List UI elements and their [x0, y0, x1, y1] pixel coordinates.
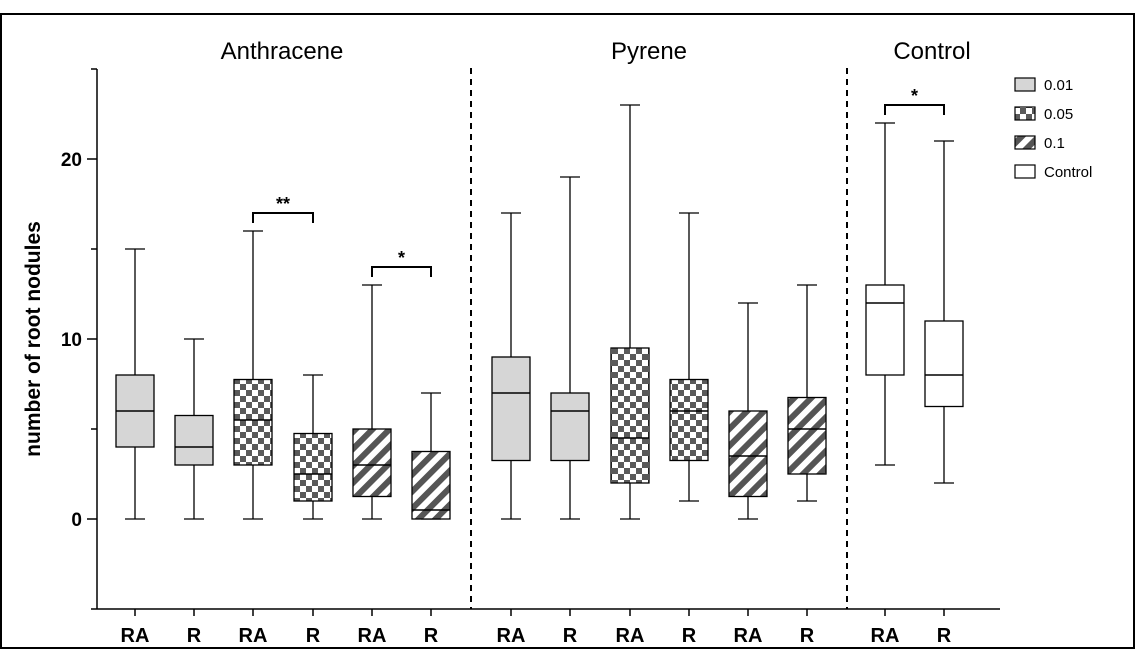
significance-label: *	[911, 86, 918, 106]
legend-item-control: Control	[1014, 164, 1092, 181]
significance-bracket: *	[371, 248, 432, 277]
box-anthracene-ra-0.01	[115, 248, 155, 520]
box-anthracene-r-0.05	[293, 374, 333, 520]
bracket-line	[252, 212, 314, 223]
box-anthracene-r-0.01	[174, 338, 214, 520]
x-category-label: R	[187, 625, 202, 647]
box-anthracene-ra-0.05	[233, 230, 273, 520]
x-category-label: RA	[734, 625, 763, 647]
group-title-anthracene: Anthracene	[221, 38, 344, 65]
x-category-label: RA	[121, 625, 150, 647]
x-category-label: RA	[871, 625, 900, 647]
legend-swatch	[1014, 106, 1036, 121]
x-category-label: RA	[497, 625, 526, 647]
x-category-label: R	[563, 625, 578, 647]
box-pyrene-ra-0.1	[728, 302, 768, 520]
iqr-box	[411, 450, 451, 520]
legend-label: 0.01	[1044, 77, 1073, 94]
bracket-line	[884, 104, 945, 115]
x-category-label: RA	[358, 625, 387, 647]
x-category-label: RA	[616, 625, 645, 647]
legend-swatch	[1014, 77, 1036, 92]
y-tick-label: 0	[71, 510, 82, 531]
significance-bracket: *	[884, 86, 945, 115]
y-tick-label: 10	[61, 330, 82, 351]
legend-swatch	[1014, 164, 1036, 179]
iqr-box	[174, 414, 214, 466]
legend-item-0.01: 0.01	[1014, 77, 1073, 94]
bracket-line	[371, 266, 432, 277]
iqr-box	[728, 410, 768, 498]
x-category-label: R	[424, 625, 439, 647]
group-title-pyrene: Pyrene	[611, 38, 687, 65]
iqr-box	[787, 396, 827, 475]
legend-item-0.1: 0.1	[1014, 135, 1065, 152]
x-category-label: R	[800, 625, 815, 647]
iqr-box	[293, 432, 333, 502]
x-category-label: RA	[239, 625, 268, 647]
y-tick-label: 20	[61, 150, 82, 171]
significance-label: **	[276, 194, 290, 214]
legend-label: 0.05	[1044, 106, 1073, 123]
box-anthracene-ra-0.1	[352, 284, 392, 520]
box-anthracene-r-0.1	[411, 392, 451, 520]
iqr-box	[491, 356, 531, 462]
box-pyrene-r-0.01	[550, 176, 590, 520]
chart-frame	[0, 13, 1135, 649]
iqr-box	[610, 347, 650, 484]
iqr-box	[352, 428, 392, 498]
x-category-label: R	[682, 625, 697, 647]
legend-label: Control	[1044, 164, 1092, 181]
iqr-box	[924, 320, 964, 408]
x-category-label: R	[937, 625, 952, 647]
x-category-label: R	[306, 625, 321, 647]
box-control-ra-Control	[865, 122, 905, 466]
significance-bracket: **	[252, 194, 314, 223]
box-pyrene-r-0.05	[669, 212, 709, 502]
box-pyrene-ra-0.05	[610, 104, 650, 520]
iqr-box	[233, 378, 273, 466]
legend-item-0.05: 0.05	[1014, 106, 1073, 123]
box-pyrene-r-0.1	[787, 284, 827, 502]
group-title-control: Control	[893, 38, 970, 65]
iqr-box	[865, 284, 905, 376]
box-pyrene-ra-0.01	[491, 212, 531, 520]
y-axis-label: number of root nodules	[22, 221, 45, 457]
legend-swatch	[1014, 135, 1036, 150]
iqr-box	[550, 392, 590, 462]
iqr-box	[669, 378, 709, 462]
legend-label: 0.1	[1044, 135, 1065, 152]
box-control-r-Control	[924, 140, 964, 484]
significance-label: *	[398, 248, 405, 268]
